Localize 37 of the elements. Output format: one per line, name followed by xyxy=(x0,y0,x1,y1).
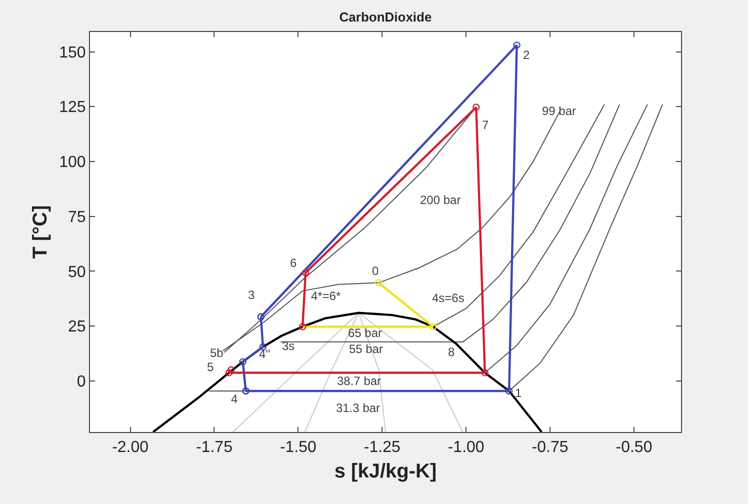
annotation: 4s=6s xyxy=(432,291,464,305)
x-tick-label: -2.00 xyxy=(112,439,149,456)
x-tick-label: -0.50 xyxy=(616,439,652,456)
annotation: 55 bar xyxy=(349,342,384,356)
annotation: 8 xyxy=(448,345,455,359)
x-tick-label: -1.75 xyxy=(196,439,233,456)
annotation: 4*=6* xyxy=(311,289,342,303)
annotation: 5 xyxy=(207,360,214,374)
annotation: 7 xyxy=(482,118,489,132)
annotation: 4 xyxy=(231,392,238,406)
y-tick-label: 50 xyxy=(68,264,86,281)
y-tick-label: 25 xyxy=(68,318,86,336)
annotation: 99 bar xyxy=(542,104,576,118)
y-axis-title: T [°C] xyxy=(30,205,52,259)
annotation: 200 bar xyxy=(420,193,461,207)
x-tick-label: -1.50 xyxy=(280,439,317,456)
x-tick-label: -0.75 xyxy=(532,439,568,456)
x-tick-label: -1.25 xyxy=(364,439,400,456)
y-tick-label: 0 xyxy=(76,373,86,390)
x-axis-title: s [kJ/kg-K] xyxy=(334,460,437,483)
annotation: 3s xyxy=(282,339,295,353)
annotation: 3 xyxy=(248,288,255,302)
annotation: 0 xyxy=(372,264,379,278)
chart-title: CarbonDioxide xyxy=(339,10,432,25)
y-tick-label: 125 xyxy=(59,99,86,116)
y-tick-label: 150 xyxy=(59,44,86,62)
annotation: 65 bar xyxy=(348,326,382,340)
annotation: 1 xyxy=(515,386,522,400)
annotation: 38.7 bar xyxy=(337,374,382,388)
y-tick-label: 75 xyxy=(68,208,86,226)
annotation: 4'' xyxy=(259,347,270,361)
annotation: 6 xyxy=(290,256,297,270)
x-tick-label: -1.00 xyxy=(448,439,484,456)
annotation: 2 xyxy=(523,48,530,62)
annotation: 5b xyxy=(210,346,224,360)
annotation: 31.3 bar xyxy=(336,401,380,415)
y-tick-label: 100 xyxy=(59,154,86,172)
